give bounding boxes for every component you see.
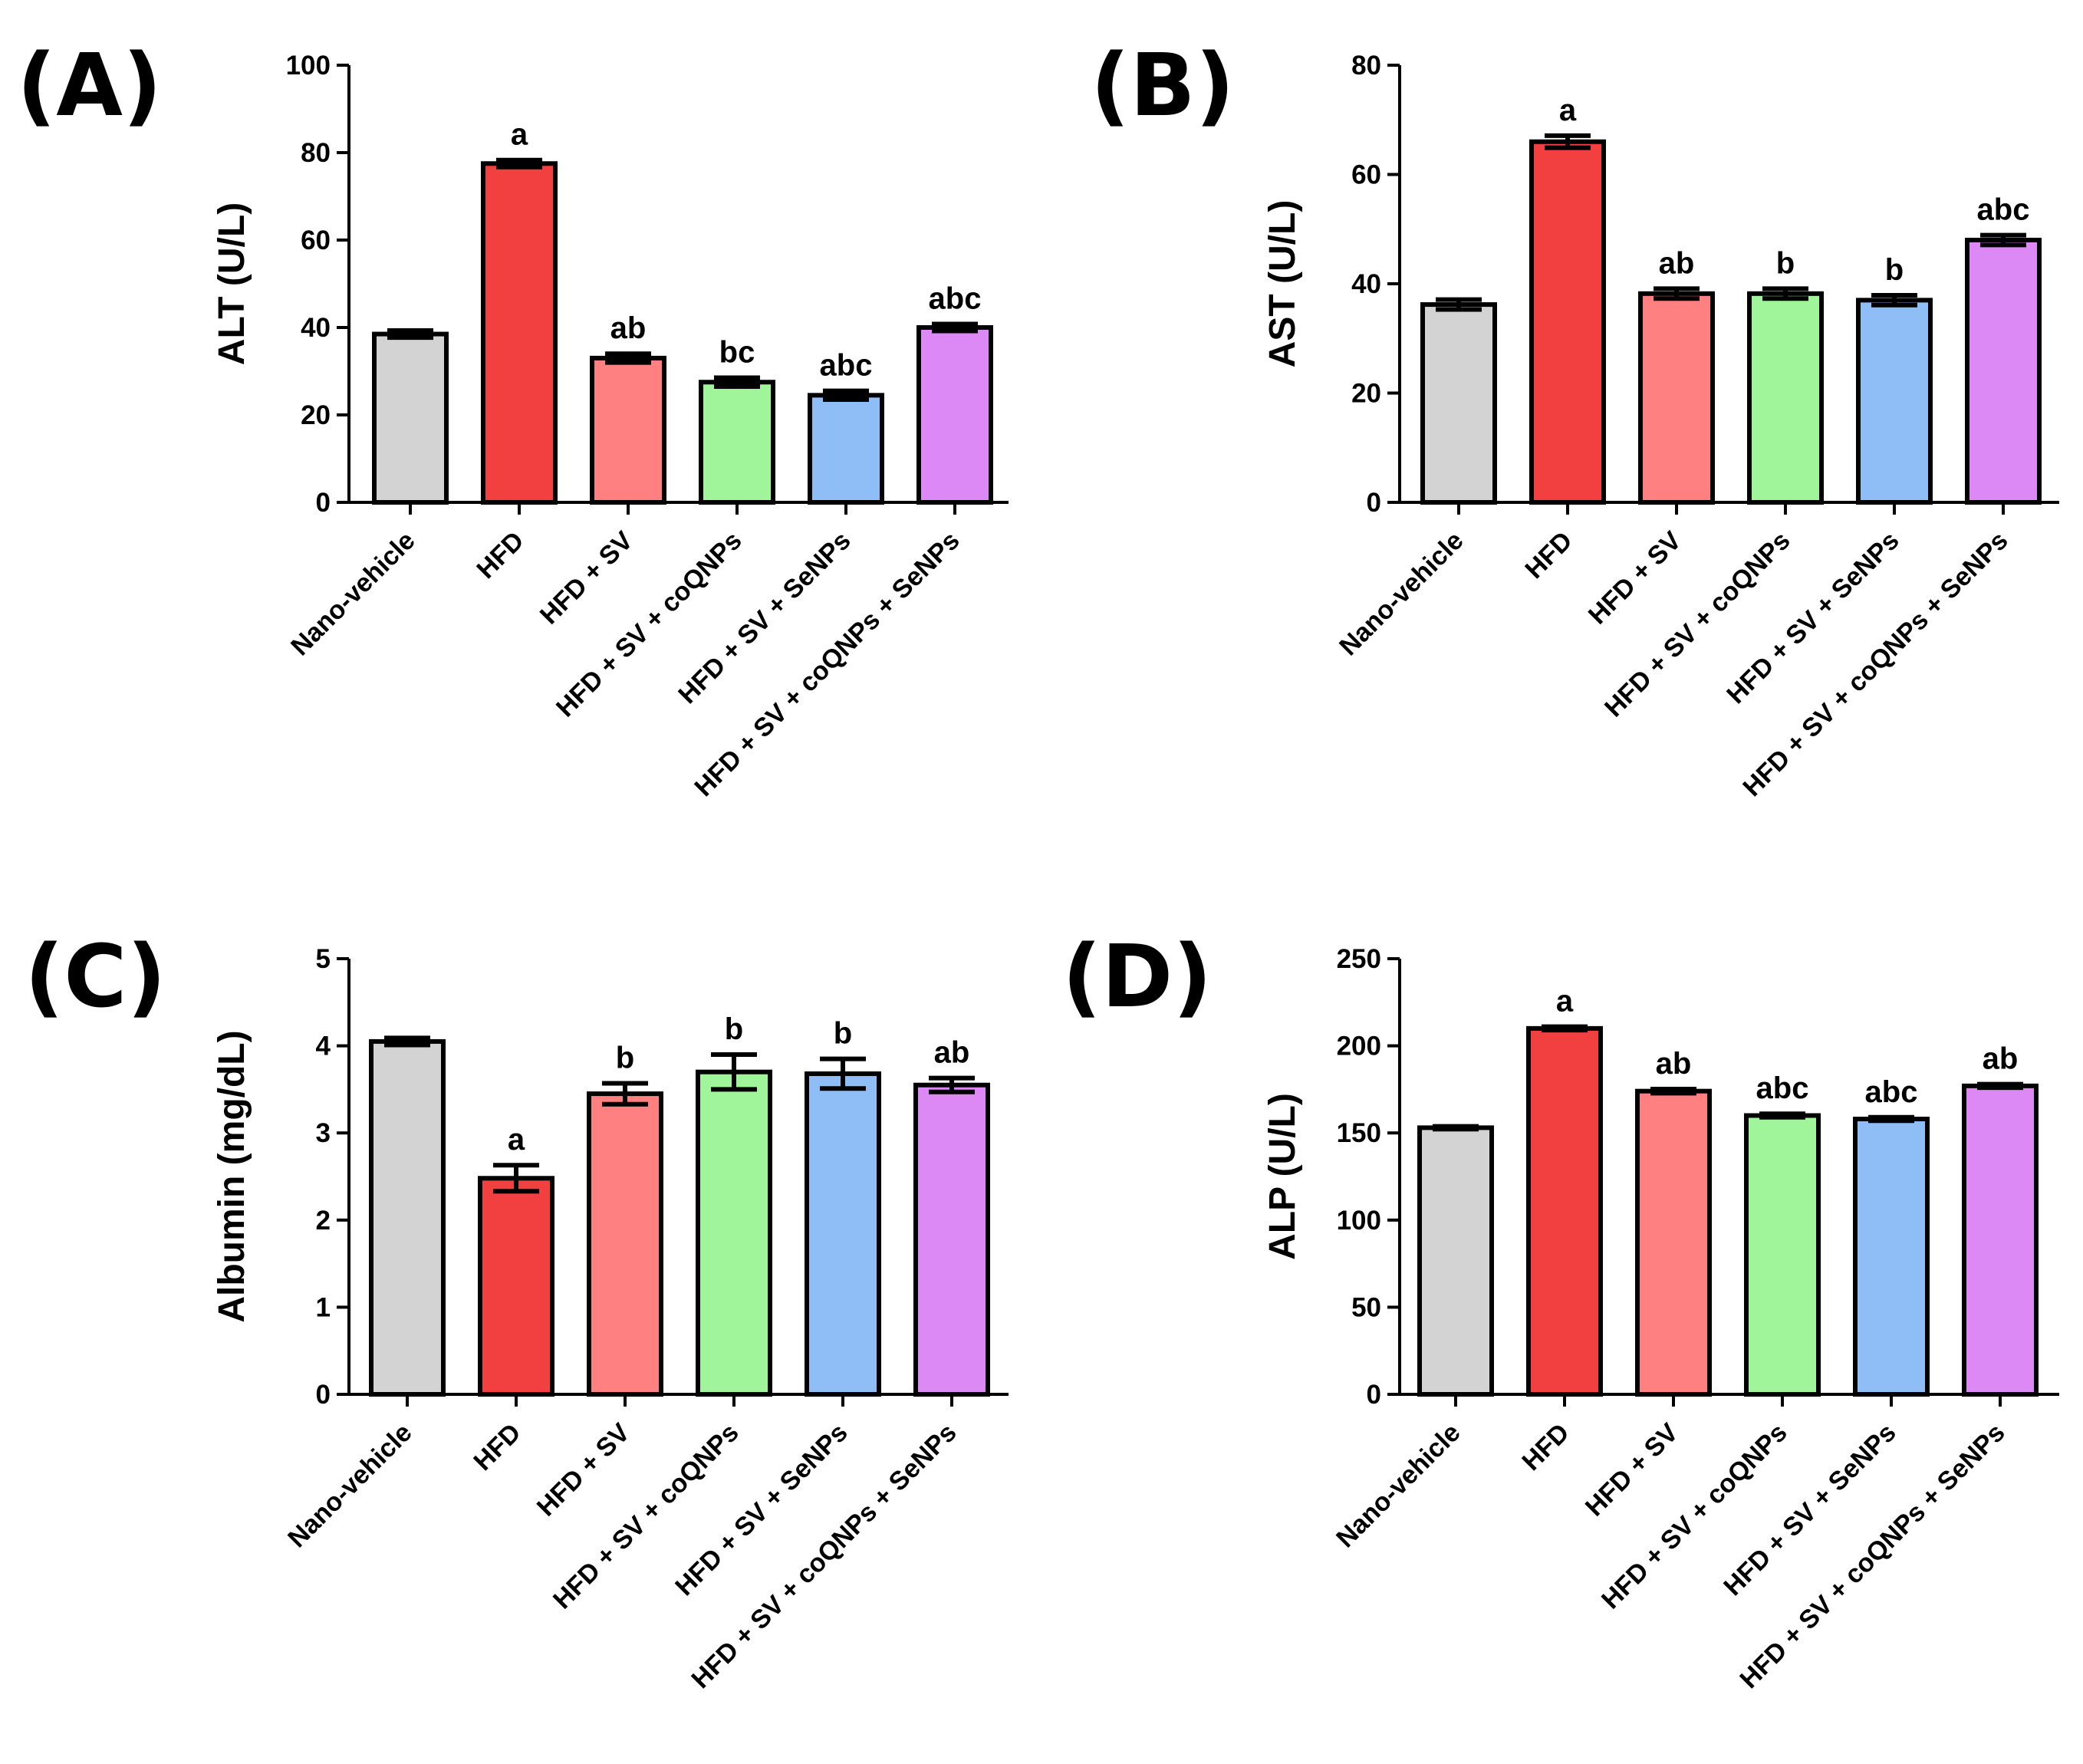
significance-label: a: [1556, 985, 1574, 1019]
chart-panel-a: (A) ALT (U/L) 0 20 40 60 80 100 Nano-vehicle a HFD…: [17, 36, 1009, 802]
x-tick-label: Nano-vehicle: [1331, 1418, 1466, 1554]
bar: [1638, 291, 1715, 505]
bar: [1856, 298, 1933, 505]
x-tick-label: Nano-vehicle: [285, 526, 421, 662]
chart-panel-b: (B) AST (U/L) 0 20 40 60 80 Nano-vehicle a HFD ab H…: [1091, 36, 2059, 802]
x-tick-label: HFD + SV: [1583, 526, 1687, 630]
chart-panel-c: (C) Albumin (mg/dL) 0 1 2 3 4 5 Nano-vehicle a HFD…: [25, 927, 1009, 1694]
bar: [1635, 1088, 1712, 1397]
y-tick-label: 2: [316, 1206, 331, 1236]
y-tick-label: 200: [1337, 1032, 1381, 1061]
bar: [1747, 291, 1824, 505]
bar: [916, 325, 993, 505]
bar: [478, 1176, 554, 1397]
significance-label: a: [508, 1123, 525, 1157]
significance-label: ab: [1656, 1047, 1692, 1081]
x-tick-label: HFD + SV: [1580, 1418, 1684, 1522]
significance-label: abc: [1977, 193, 2030, 227]
significance-label: b: [1885, 253, 1904, 287]
x-tick-label: HFD: [471, 526, 529, 584]
chart-panel-d: (D) ALP (U/L) 0 50 100 150 200 250 Nano-vehicle a…: [1062, 927, 2059, 1694]
significance-label: ab: [934, 1036, 970, 1070]
panel-letter: (C): [25, 927, 166, 1027]
x-tick-label: HFD + SV + coQNPs: [1599, 526, 1796, 723]
bar: [1417, 1125, 1494, 1397]
bar: [1420, 302, 1497, 505]
significance-label: abc: [820, 349, 873, 383]
x-tick-label: HFD: [468, 1418, 526, 1476]
panel-letter: (D): [1062, 927, 1212, 1027]
bar: [808, 393, 884, 505]
x-tick-label: Nano-vehicle: [282, 1418, 418, 1554]
significance-label: bc: [719, 336, 755, 370]
x-tick-label: HFD + SV: [535, 526, 639, 630]
y-tick-label: 20: [301, 400, 331, 430]
significance-label: b: [834, 1017, 852, 1051]
x-tick-label: HFD: [1519, 526, 1578, 584]
bar: [1965, 238, 2042, 505]
y-tick-label: 80: [301, 138, 331, 168]
bar: [1526, 1025, 1603, 1397]
significance-label: abc: [1756, 1071, 1809, 1105]
y-tick-label: 20: [1351, 379, 1381, 409]
y-tick-label: 40: [301, 313, 331, 343]
y-tick-label: 80: [1351, 51, 1381, 81]
bar: [372, 331, 449, 505]
y-tick-label: 0: [316, 488, 331, 518]
x-tick-label: HFD + SV + coQNPs: [1596, 1418, 1793, 1615]
significance-label: a: [1559, 94, 1577, 127]
bar: [699, 380, 775, 505]
bar: [587, 1091, 663, 1397]
bar: [369, 1038, 446, 1397]
y-axis-label: Albumin (mg/dL): [212, 1030, 252, 1322]
significance-label: ab: [610, 311, 647, 345]
bar: [1962, 1083, 2039, 1397]
x-tick-label: HFD + SV + coQNPs: [551, 526, 748, 723]
panel-letter: (A): [17, 36, 162, 136]
bar: [1853, 1117, 1930, 1397]
bar: [1744, 1113, 1821, 1397]
significance-label: b: [1776, 246, 1795, 280]
x-tick-label: HFD + SV + coQNPs: [548, 1418, 745, 1615]
y-tick-label: 0: [1367, 488, 1381, 518]
y-tick-label: 5: [316, 944, 331, 974]
y-tick-label: 250: [1337, 944, 1381, 974]
significance-label: a: [511, 118, 528, 152]
y-tick-label: 0: [316, 1380, 331, 1410]
significance-label: ab: [1983, 1042, 2019, 1076]
significance-label: b: [725, 1012, 743, 1046]
significance-label: b: [616, 1041, 634, 1075]
y-tick-label: 1: [316, 1292, 331, 1322]
bar: [481, 161, 558, 505]
significance-label: abc: [929, 281, 982, 315]
y-tick-label: 150: [1337, 1118, 1381, 1148]
y-tick-label: 60: [1351, 160, 1381, 190]
y-tick-label: 4: [316, 1032, 331, 1061]
bar: [913, 1082, 990, 1397]
x-tick-label: HFD + SV: [531, 1418, 636, 1522]
y-tick-label: 50: [1351, 1292, 1381, 1322]
bar: [1529, 139, 1606, 505]
x-tick-label: Nano-vehicle: [1334, 526, 1469, 662]
y-tick-label: 3: [316, 1118, 331, 1148]
significance-label: ab: [1659, 246, 1695, 280]
y-tick-label: 100: [286, 51, 331, 81]
y-axis-label: ALP (U/L): [1262, 1093, 1303, 1260]
y-tick-label: 60: [301, 225, 331, 255]
bar: [805, 1071, 881, 1397]
panel-letter: (B): [1091, 36, 1235, 136]
bar: [696, 1069, 772, 1397]
y-tick-label: 100: [1337, 1206, 1381, 1236]
y-axis-label: ALT (U/L): [212, 202, 252, 365]
bar: [590, 355, 666, 505]
y-axis-label: AST (U/L): [1262, 200, 1303, 368]
x-tick-label: HFD: [1516, 1418, 1575, 1476]
significance-label: abc: [1865, 1075, 1918, 1109]
y-tick-label: 0: [1367, 1380, 1381, 1410]
y-tick-label: 40: [1351, 269, 1381, 299]
